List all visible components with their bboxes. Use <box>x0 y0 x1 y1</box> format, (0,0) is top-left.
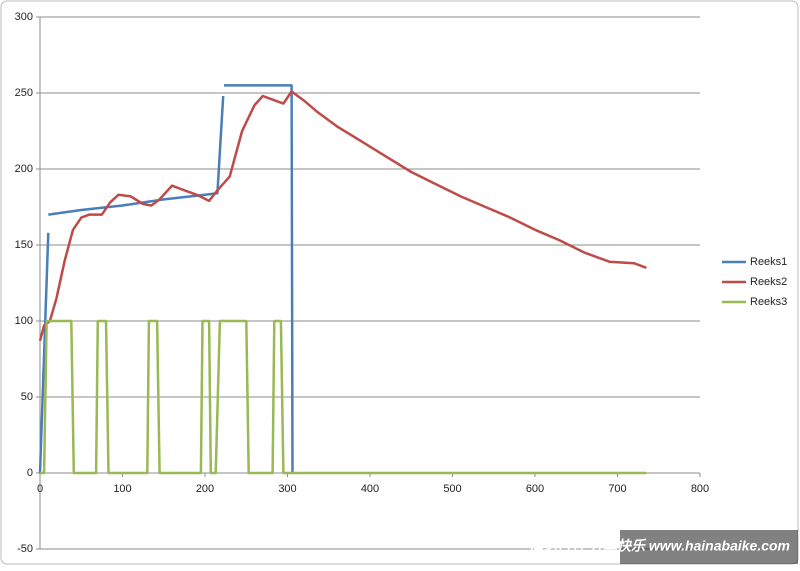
x-tick-label: 300 <box>278 483 296 495</box>
series-line <box>40 319 647 475</box>
y-tick-label: 300 <box>15 11 33 23</box>
watermark-bg <box>620 530 798 564</box>
x-tick-label: 200 <box>196 483 214 495</box>
y-tick-label: -50 <box>17 543 33 555</box>
x-tick-label: 600 <box>526 483 544 495</box>
y-tick-label: 150 <box>15 239 33 251</box>
legend-label: Reeks1 <box>750 256 787 268</box>
x-tick-label: 500 <box>443 483 461 495</box>
legend-label: Reeks2 <box>750 276 787 288</box>
x-tick-label: 100 <box>113 483 131 495</box>
legend-label: Reeks3 <box>750 296 787 308</box>
x-tick-label: 700 <box>608 483 626 495</box>
watermark: 海纳百客 分享快乐 www.hainabaike.com <box>529 538 790 554</box>
x-tick-label: 400 <box>361 483 379 495</box>
plot: -50 0 50 100 150 200 250 300 0 100 200 300 400 500 600… <box>15 11 788 555</box>
y-tick-label: 250 <box>15 87 33 99</box>
y-tick-label: 200 <box>15 163 33 175</box>
y-tick-label: 100 <box>15 315 33 327</box>
x-tick-label: 0 <box>37 483 43 495</box>
series-line <box>38 90 647 342</box>
x-tick-label: 800 <box>691 483 709 495</box>
y-tick-label: 0 <box>27 467 33 479</box>
series-line <box>38 84 294 474</box>
y-tick-label: 50 <box>21 391 33 403</box>
